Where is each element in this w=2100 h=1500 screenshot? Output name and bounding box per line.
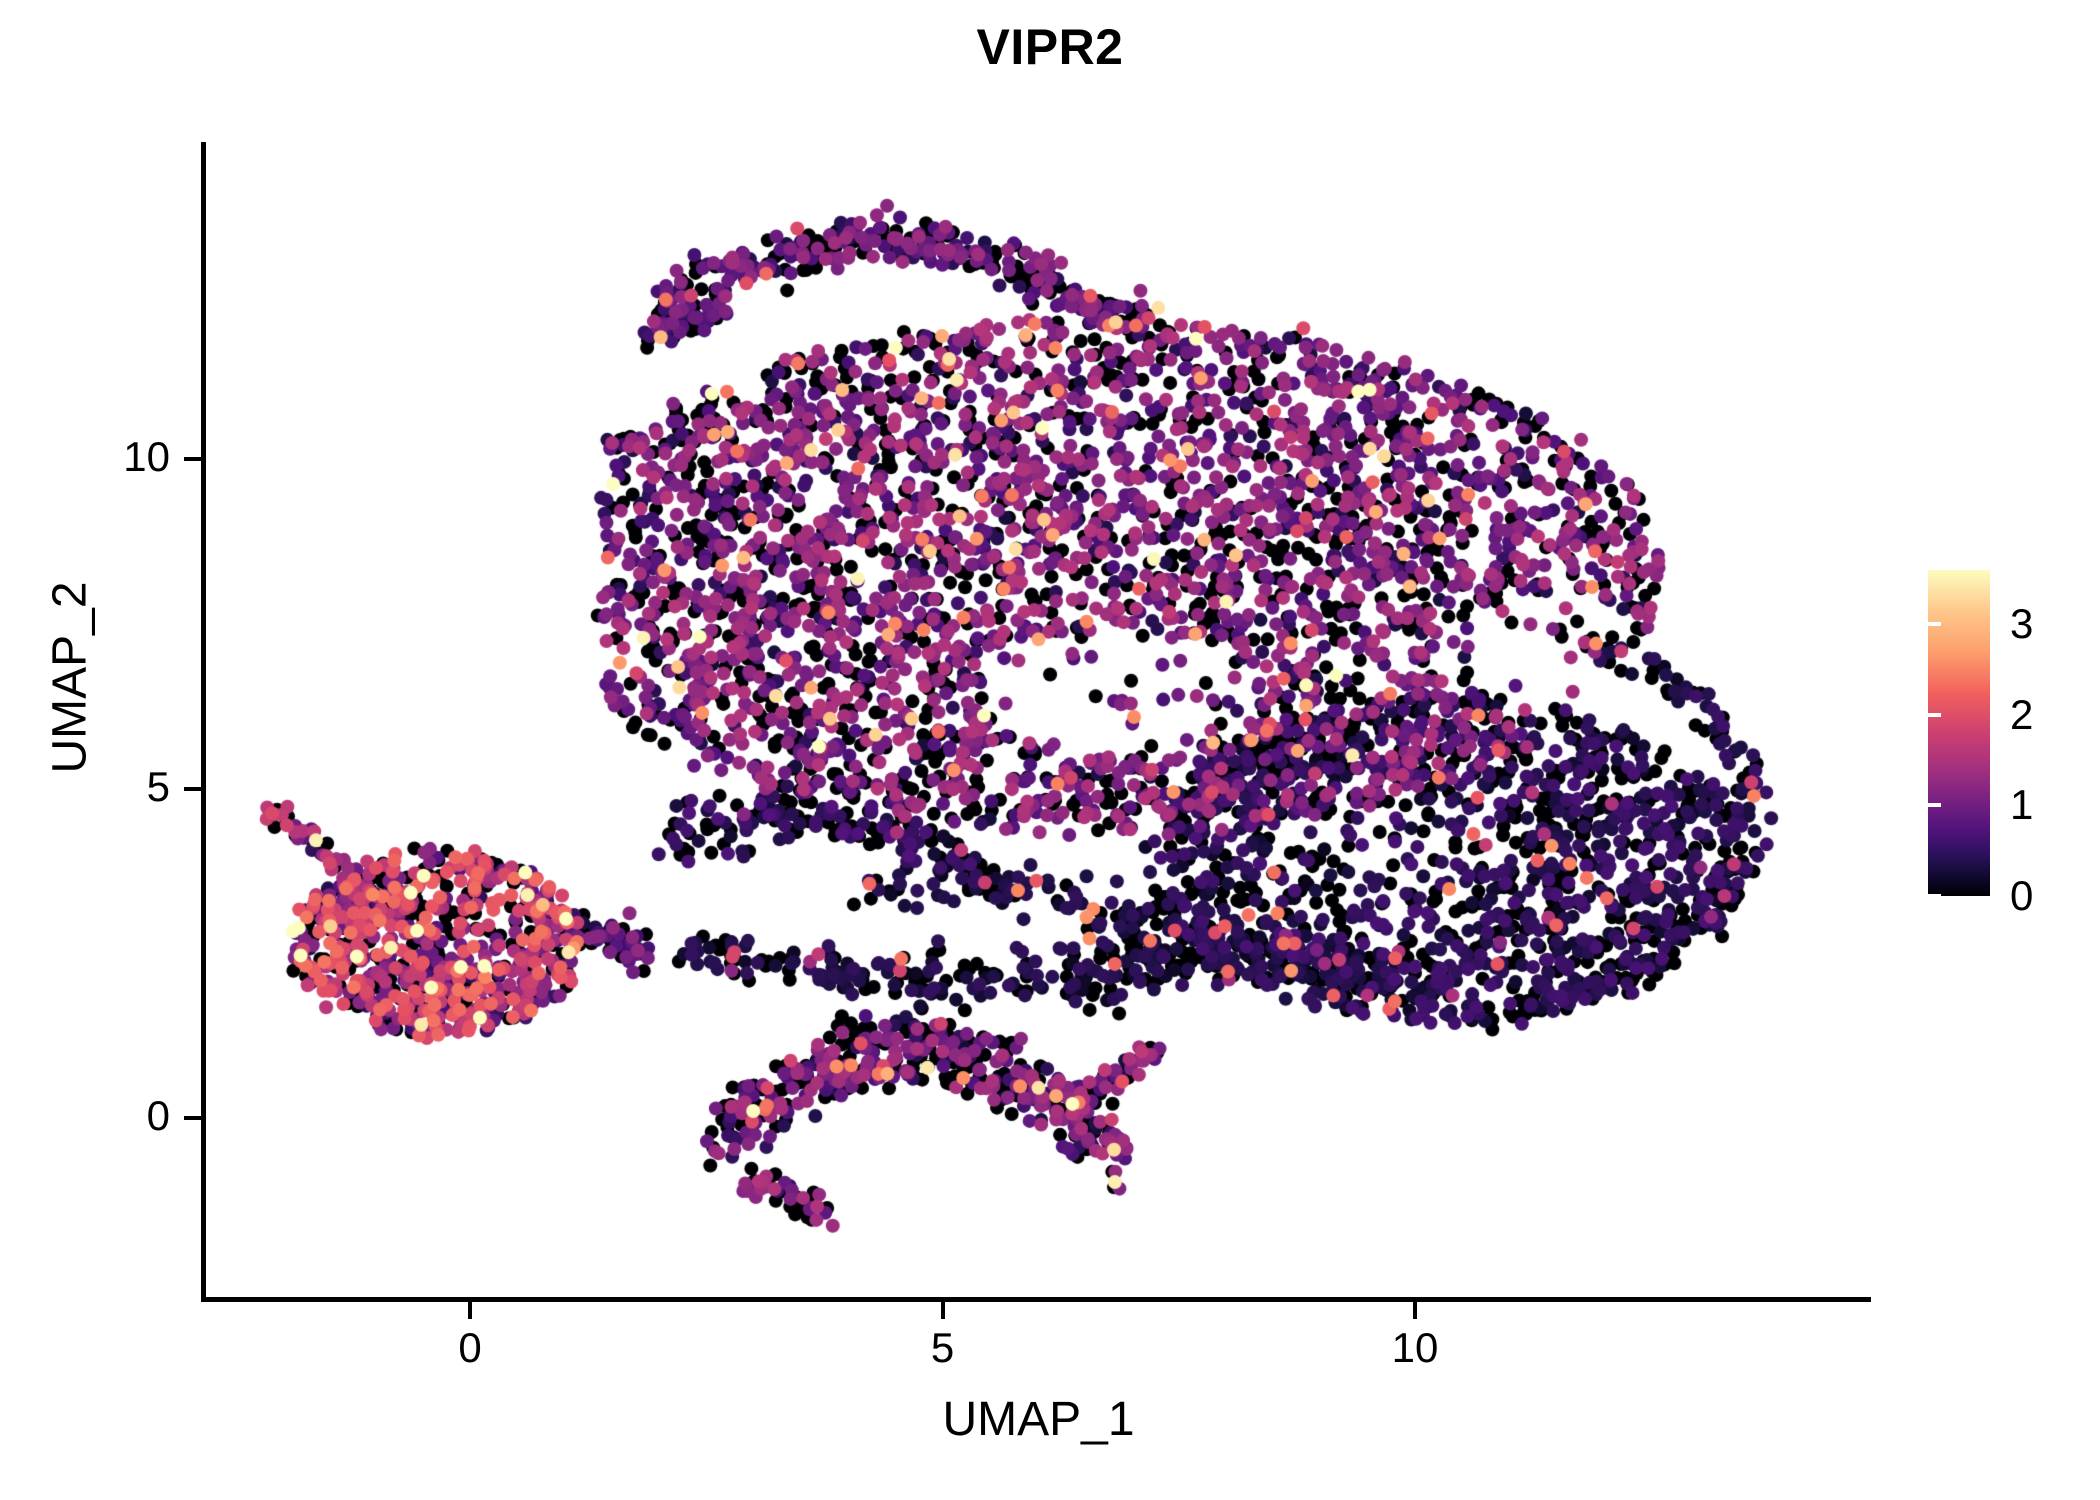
colorbar-tick-label: 1 (2010, 781, 2034, 829)
page-title: VIPR2 (976, 19, 1124, 75)
x-axis-line (201, 1297, 1871, 1302)
y-axis-line (201, 142, 206, 1302)
colorbar-tick-mark (1915, 894, 1928, 898)
colorbar-tick-mark (1915, 712, 1928, 717)
colorbar-tick-label: 3 (2010, 600, 2034, 648)
colorbar-tick-mark (1915, 803, 1928, 808)
x-tick-mark (1413, 1302, 1417, 1319)
x-tick-label: 0 (458, 1324, 482, 1371)
colorbar-tick-mark (1928, 803, 1941, 808)
colorbar-tick-mark (1928, 712, 1941, 717)
colorbar-tick-label: 2 (2010, 690, 2034, 738)
colorbar-gradient (1928, 570, 1990, 896)
colorbar-tick-mark (1928, 894, 1941, 898)
x-tick-label: 5 (930, 1324, 955, 1371)
y-axis-title: UMAP_2 (43, 581, 97, 774)
y-tick-mark (184, 786, 201, 791)
x-tick-mark (468, 1302, 472, 1319)
x-axis-title: UMAP_1 (942, 1393, 1135, 1446)
y-tick-mark (184, 457, 201, 461)
y-tick-mark (184, 1116, 201, 1120)
scatter-panel (206, 142, 1871, 1300)
colorbar-tick-mark (1915, 622, 1928, 627)
x-tick-mark (940, 1302, 945, 1319)
colorbar-tick-mark (1928, 622, 1941, 627)
x-tick-label: 10 (1391, 1324, 1439, 1371)
colorbar-tick-label: 0 (2010, 872, 2034, 919)
scatter-points-canvas (206, 142, 1871, 1300)
